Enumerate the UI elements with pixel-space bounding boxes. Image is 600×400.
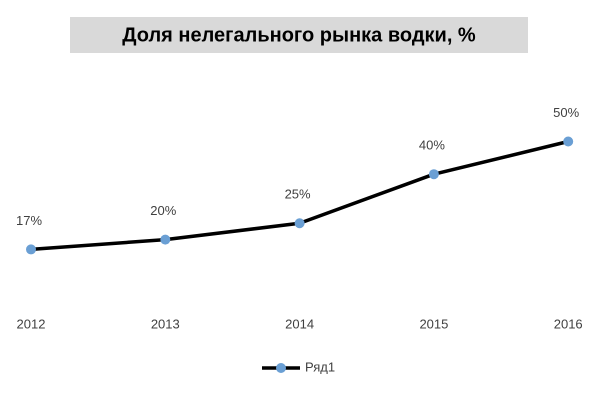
legend-label: Ряд1: [305, 359, 335, 374]
legend-marker: [276, 363, 286, 373]
data-label: 20%: [150, 203, 176, 218]
x-tick-label: 2012: [17, 316, 46, 331]
data-point: [26, 244, 36, 255]
data-label: 17%: [16, 213, 42, 228]
data-label: 25%: [285, 187, 311, 202]
data-point: [428, 169, 439, 180]
data-point: [294, 218, 305, 229]
data-label: 40%: [419, 138, 445, 153]
x-tick-label: 2016: [554, 316, 583, 331]
x-tick-label: 2015: [419, 316, 448, 331]
x-tick-label: 2013: [151, 316, 180, 331]
x-tick-label: 2014: [285, 316, 314, 331]
data-point: [563, 136, 574, 147]
title-background: [70, 17, 528, 53]
chart-title: Доля нелегального рынка водки, %: [122, 24, 476, 46]
data-label: 50%: [553, 105, 579, 120]
data-point: [160, 234, 171, 245]
